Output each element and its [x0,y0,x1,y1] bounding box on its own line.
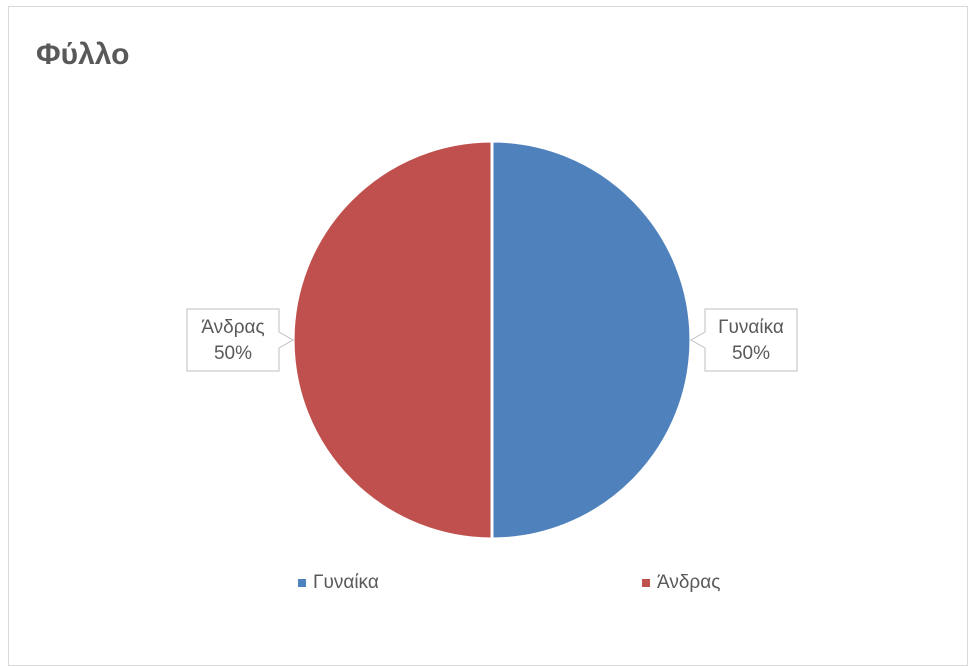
data-label-category: Άνδρας [201,317,264,338]
legend-item-gynaika: Γυναίκα [298,572,379,594]
legend-swatch-gynaika [298,579,306,587]
pie-slice-andras [291,139,494,541]
data-label-box [689,308,798,372]
data-label-percent: 50% [732,343,770,364]
legend: Γυναίκα Άνδρας [0,572,970,596]
data-label-box [186,308,295,372]
data-label-category: Γυναίκα [718,317,784,338]
data-label-gynaika: Γυναίκα 50% [689,308,798,372]
chart-title: Φύλλο [36,38,130,71]
data-label-percent: 50% [214,343,252,364]
legend-label-gynaika: Γυναίκα [313,572,379,593]
pie-slice-gynaika [490,139,693,541]
data-label-andras: Άνδρας 50% [186,308,295,372]
legend-label-andras: Άνδρας [657,572,721,593]
legend-item-andras: Άνδρας [642,572,720,594]
legend-swatch-andras [642,579,650,587]
